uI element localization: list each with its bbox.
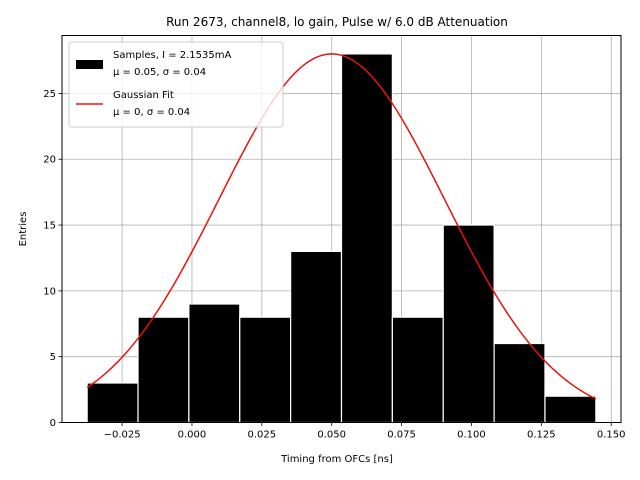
legend-histogram-label-line1: Samples, I = 2.1535mA: [113, 50, 231, 61]
histogram-bar: [442, 224, 495, 424]
histogram-bar: [137, 316, 190, 424]
y-tick-label: 15: [43, 221, 56, 232]
y-tick-label: 25: [43, 89, 56, 100]
x-tick-label: 0.150: [597, 430, 626, 441]
histogram-bar: [544, 395, 597, 424]
plot-frame: [61, 35, 622, 423]
y-axis-label: Entries: [18, 212, 29, 247]
histogram-bars: [86, 53, 597, 424]
histogram-bar: [290, 250, 343, 424]
x-axis-label: Timing from OFCs [ns]: [280, 454, 393, 465]
y-tick-label: 5: [50, 352, 56, 363]
histogram-bar: [493, 342, 546, 424]
x-tick-label: 0.050: [317, 430, 346, 441]
legend-fit-label-line2: μ = 0, σ = 0.04: [113, 107, 190, 118]
x-tick-label: 0.000: [178, 430, 207, 441]
x-tick-label: 0.100: [457, 430, 486, 441]
y-tick-label: 10: [43, 286, 56, 297]
histogram-bar: [239, 316, 292, 424]
x-tick-label: 0.025: [248, 430, 277, 441]
chart-title: Run 2673, channel8, lo gain, Pulse w/ 6.…: [166, 15, 508, 29]
y-axis-ticks: 0 5 10 15 20 25: [43, 89, 62, 429]
histogram-bar: [391, 316, 444, 424]
legend-fit-label-line1: Gaussian Fit: [113, 90, 174, 101]
y-tick-label: 0: [50, 418, 56, 429]
x-tick-label: −0.025: [104, 430, 141, 441]
legend-box: [68, 41, 284, 128]
legend: Samples, I = 2.1535mA μ = 0.05, σ = 0.04…: [68, 41, 284, 128]
histogram-bar: [340, 53, 393, 424]
x-tick-label: 0.075: [387, 430, 416, 441]
x-tick-label: 0.125: [527, 430, 556, 441]
y-tick-label: 20: [43, 155, 56, 166]
histogram-bar: [188, 303, 241, 424]
x-axis-ticks: −0.025 0.000 0.025 0.050 0.075 0.100 0.125 0.15…: [104, 422, 626, 441]
legend-histogram-swatch: [76, 60, 103, 69]
histogram-bar: [86, 382, 139, 424]
gaussian-fit-line: [86, 53, 597, 400]
legend-histogram-label-line2: μ = 0.05, σ = 0.04: [113, 67, 206, 78]
